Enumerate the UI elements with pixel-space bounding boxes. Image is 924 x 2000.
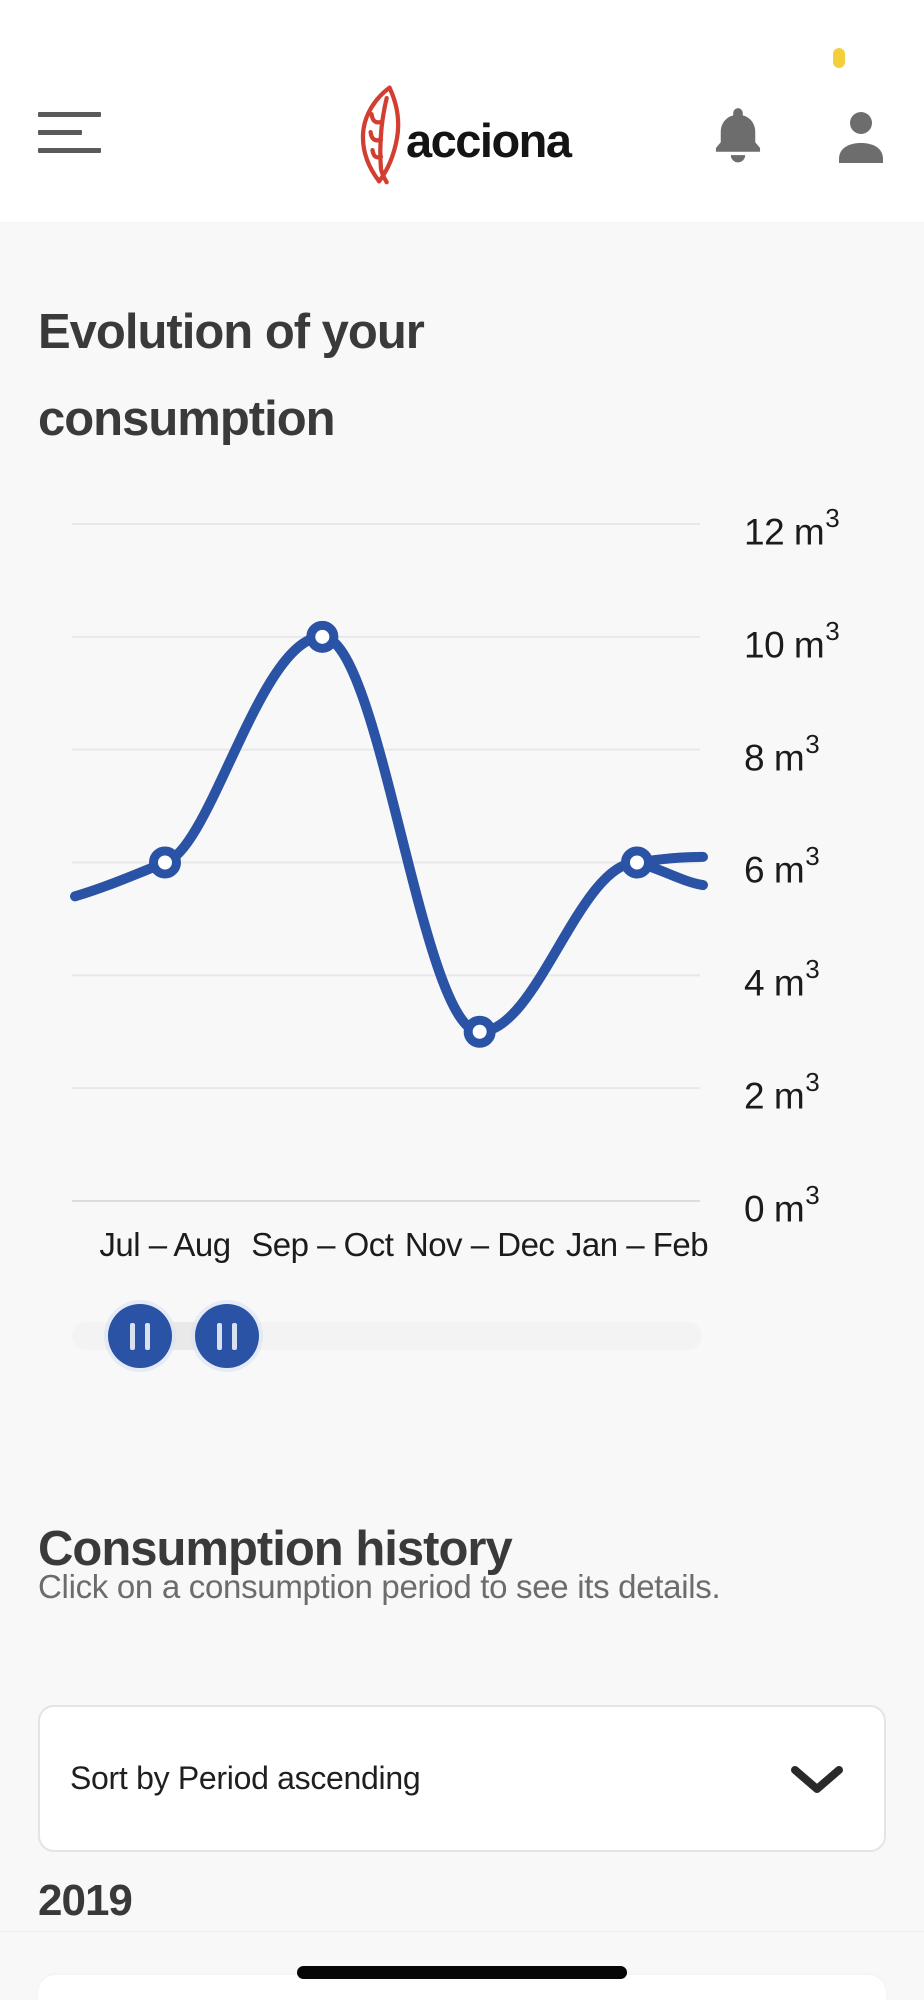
- sort-dropdown[interactable]: Sort by Period ascending: [38, 1705, 886, 1852]
- acciona-leaf-icon: [360, 85, 401, 185]
- home-indicator[interactable]: [297, 1966, 627, 1979]
- pause-handle-icon: [217, 1322, 222, 1350]
- person-icon: [839, 112, 883, 163]
- y-axis-tick-label: 10 m3: [744, 615, 840, 666]
- data-point-marker[interactable]: [620, 846, 653, 879]
- year-group-label: 2019: [38, 1876, 133, 1925]
- status-indicator-pill: [833, 48, 845, 68]
- history-section-title: Consumption history: [38, 1521, 513, 1576]
- data-point-marker[interactable]: [463, 1015, 496, 1048]
- history-list-card[interactable]: [38, 1975, 886, 2000]
- bell-icon: [715, 108, 761, 163]
- chart-range-slider-track[interactable]: [72, 1304, 702, 1368]
- app-header: acciona: [0, 0, 924, 223]
- section-divider: [0, 1931, 924, 1932]
- acciona-logo[interactable]: acciona: [352, 78, 582, 188]
- pause-handle-icon: [145, 1322, 150, 1350]
- brand-wordmark: acciona: [406, 113, 572, 167]
- x-axis-tick-label: Jan – Feb: [565, 1226, 709, 1263]
- y-axis-tick-label: 2 m3: [744, 1067, 820, 1117]
- hamburger-bar: [38, 148, 101, 153]
- hamburger-bar: [38, 130, 82, 135]
- y-axis-tick-label: 0 m3: [744, 1180, 820, 1230]
- data-point-marker[interactable]: [306, 620, 339, 653]
- y-axis-tick-label: 6 m3: [744, 841, 820, 891]
- history-section-subtitle: Click on a consumption period to see its…: [38, 1568, 721, 1605]
- x-axis-tick-label: Jul – Aug: [99, 1226, 231, 1263]
- x-axis-tick-label: Sep – Oct: [251, 1226, 394, 1263]
- data-point-marker[interactable]: [149, 846, 181, 879]
- consumption-line-chart[interactable]: [0, 0, 924, 1400]
- chevron-down-icon: [791, 1766, 843, 1793]
- pause-handle-icon: [130, 1322, 135, 1350]
- consumption-line: [70, 631, 708, 1037]
- profile-button[interactable]: [833, 104, 889, 170]
- pause-handle-icon: [232, 1322, 237, 1350]
- range-slider-handle-left[interactable]: [108, 1304, 172, 1368]
- hamburger-bar: [38, 112, 101, 117]
- page-title: Evolution of your consumption: [38, 304, 425, 446]
- y-axis-tick-label: 4 m3: [744, 954, 820, 1004]
- range-slider-handle-right[interactable]: [195, 1304, 259, 1368]
- x-axis-tick-label: Nov – Dec: [404, 1226, 555, 1263]
- sort-dropdown-value: Sort by Period ascending: [70, 1760, 421, 1796]
- y-axis-tick-label: 12 m3: [744, 502, 840, 553]
- y-axis-tick-label: 8 m3: [744, 728, 820, 778]
- hamburger-menu-icon[interactable]: [38, 108, 102, 154]
- notifications-button[interactable]: [710, 102, 766, 168]
